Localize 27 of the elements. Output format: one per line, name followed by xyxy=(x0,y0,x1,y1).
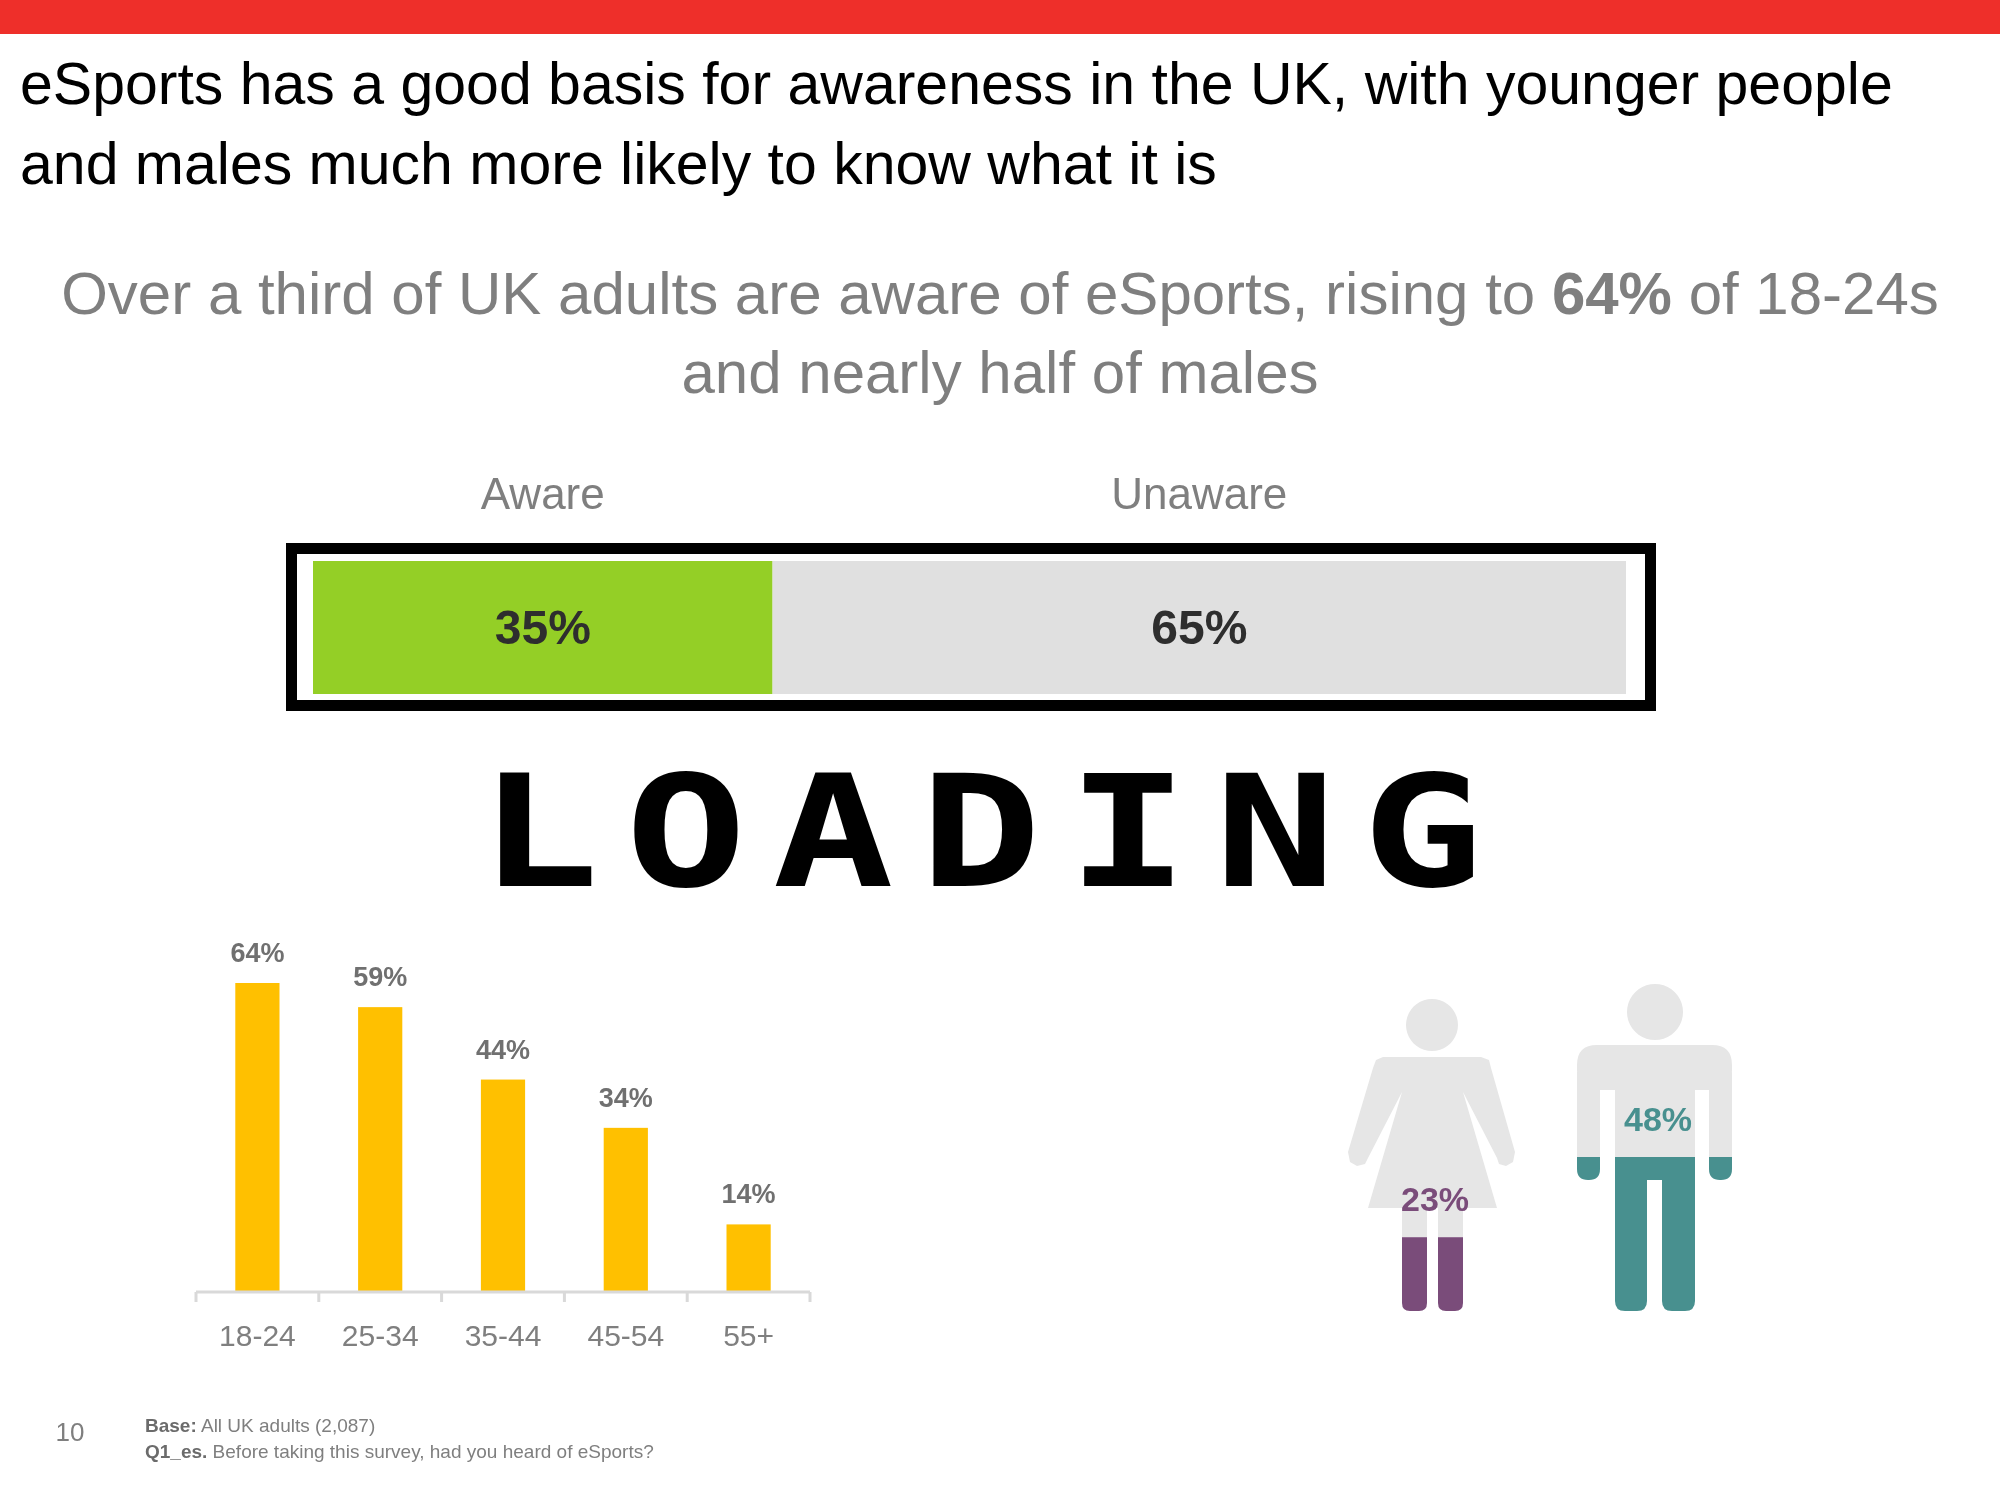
bar xyxy=(726,1224,771,1292)
data-label: 35% xyxy=(494,601,591,655)
bar xyxy=(480,1079,526,1292)
data-label: 44% xyxy=(475,1034,531,1065)
data-label: 65% xyxy=(1151,601,1248,655)
series-label: Aware xyxy=(480,469,605,519)
series-label: Unaware xyxy=(1111,469,1288,519)
text: 10 xyxy=(55,1417,85,1447)
bar xyxy=(603,1127,648,1292)
text: LOADING xyxy=(478,742,1510,923)
x-tick-label: 18-24 xyxy=(219,1319,296,1353)
data-label: 59% xyxy=(353,962,408,993)
bar xyxy=(235,983,280,1292)
text: Over a third of UK adults are aware of eSports, rising to 64% of 18-24s and nearly half of males xyxy=(61,260,1939,406)
x-tick-label: 55+ xyxy=(723,1319,775,1353)
bar xyxy=(358,1007,403,1292)
x-tick-label: 25-34 xyxy=(341,1319,419,1353)
x-tick-label: 45-54 xyxy=(587,1319,665,1353)
text: Base: All UK adults (2,087) xyxy=(145,1415,376,1436)
chart-title: eSports has a good basis for awareness in the UK, with younger people and males much more likely to know what it is xyxy=(20,51,1893,197)
x-tick-label: 35-44 xyxy=(464,1319,542,1353)
data-label: 64% xyxy=(230,938,285,968)
text: Q1_es. Before taking this survey, had you heard of eSports? xyxy=(145,1441,654,1462)
data-label: 48% xyxy=(1623,1099,1693,1138)
data-label: 23% xyxy=(1400,1180,1470,1219)
data-label: 14% xyxy=(721,1179,776,1210)
data-label: 34% xyxy=(598,1082,653,1113)
